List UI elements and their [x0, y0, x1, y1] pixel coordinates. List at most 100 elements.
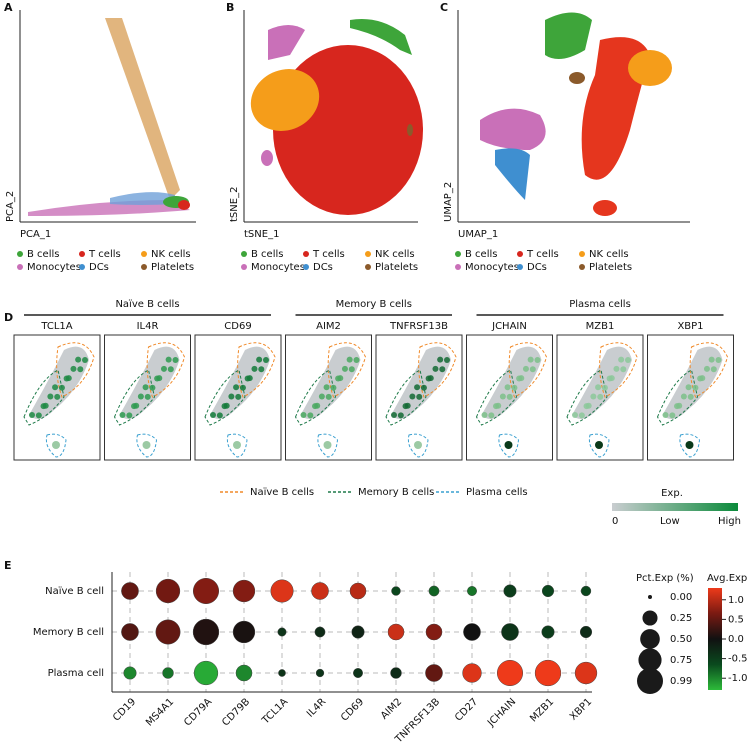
- legend-label: B cells: [251, 249, 283, 260]
- naive-outline: [508, 342, 548, 398]
- cell-dot: [606, 375, 613, 382]
- cell-dot: [595, 384, 602, 391]
- cell-dot: [82, 357, 88, 363]
- cell-cloud: [210, 346, 270, 419]
- feature-box: [104, 334, 191, 461]
- dot: [232, 579, 256, 603]
- x-axis-label: tSNE_1: [244, 229, 279, 240]
- size-label: 0.75: [670, 655, 692, 666]
- legend-label: B cells: [465, 249, 497, 260]
- cell-dot: [335, 375, 342, 382]
- cell-dot: [522, 365, 529, 372]
- plasma-outline: [588, 433, 610, 458]
- cell-dot: [216, 412, 223, 419]
- cell-dot: [590, 393, 597, 400]
- panel-label: B: [226, 1, 234, 14]
- x-tick-label: CD19: [111, 696, 138, 723]
- dot: [232, 620, 256, 644]
- cell-dot: [572, 412, 578, 418]
- cell-dot: [708, 356, 715, 363]
- exp-label: High: [718, 516, 741, 527]
- memory-outline: [385, 369, 427, 426]
- dot: [123, 666, 137, 680]
- dot: [580, 585, 592, 597]
- dot: [162, 667, 174, 679]
- cell-dot: [35, 412, 42, 419]
- color-tick-label: -1.0: [728, 673, 748, 684]
- cell-dot: [258, 366, 265, 373]
- cell-dot: [481, 412, 488, 418]
- legend-label: T cells: [312, 249, 345, 260]
- legend-label: Monocytes: [27, 262, 81, 273]
- cell-dot: [77, 366, 84, 373]
- cell-dot: [142, 384, 149, 391]
- x-tick-label: TCL1A: [260, 696, 291, 727]
- cell-dot: [493, 403, 500, 410]
- legend-marker: [517, 251, 523, 257]
- cell-dot: [346, 356, 353, 363]
- color-tick-label: -0.5: [728, 654, 748, 665]
- size-label: 0.99: [670, 676, 692, 687]
- cell-dot: [504, 384, 511, 391]
- cell-dot: [47, 393, 54, 400]
- cell-dot: [506, 393, 513, 400]
- memory-outline: [204, 369, 246, 426]
- cell-dot: [29, 412, 35, 418]
- feature-box: [194, 334, 282, 461]
- cell-dot: [233, 384, 240, 391]
- cell-dot: [439, 366, 446, 373]
- exp-label: 0: [612, 516, 618, 527]
- panel-label: A: [4, 1, 13, 14]
- cell-dot: [416, 393, 423, 400]
- dot: [311, 582, 329, 600]
- legend-marker: [141, 251, 147, 257]
- naive-outline: [56, 342, 95, 398]
- cell-dot: [425, 375, 432, 382]
- size-key: [638, 648, 662, 672]
- cell-dot: [534, 357, 541, 363]
- color-tick-label: 0.5: [728, 614, 744, 625]
- feature-box: [13, 334, 101, 461]
- umap-cloud: [480, 12, 672, 216]
- legend-label: NK cells: [375, 249, 415, 260]
- cell-dot: [126, 412, 133, 419]
- cell-dot: [228, 393, 235, 400]
- gene-label: AIM2: [316, 321, 341, 332]
- color-tick-label: 0.0: [728, 634, 744, 645]
- legend-marker: [579, 264, 585, 270]
- gene-label: XBP1: [677, 321, 703, 332]
- cell-dot: [402, 403, 409, 410]
- color-title: Avg.Exp: [707, 573, 747, 584]
- cell-dot: [527, 356, 534, 363]
- tsne-cloud: [250, 19, 423, 215]
- x-tick-label: MS4A1: [144, 696, 176, 728]
- legend-label: DCs: [313, 262, 333, 273]
- x-axis-label: UMAP_1: [458, 229, 498, 240]
- cell-dot: [529, 366, 536, 373]
- legend-marker: [303, 251, 309, 257]
- size-key: [648, 595, 652, 599]
- cell-dot: [685, 441, 694, 449]
- dot: [390, 667, 402, 679]
- dot: [579, 625, 593, 639]
- legend-label: Platelets: [151, 262, 194, 273]
- cell-dot: [409, 393, 416, 400]
- cell-dot: [613, 365, 620, 372]
- gene-label: IL4R: [137, 321, 159, 332]
- x-tick-label: IL4R: [305, 696, 328, 719]
- cell-dot: [256, 356, 263, 363]
- legend-label: Platelets: [589, 262, 632, 273]
- pca-cloud: [28, 18, 190, 216]
- cell-dot: [149, 384, 156, 391]
- x-tick-label: CD27: [453, 696, 480, 723]
- dot: [462, 663, 482, 683]
- legend-label: B cells: [27, 249, 59, 260]
- dot: [428, 585, 440, 597]
- cell-dot: [160, 365, 167, 372]
- cell-dot: [620, 366, 627, 373]
- legend-label: DCs: [89, 262, 109, 273]
- dot: [270, 579, 294, 603]
- cell-dot: [601, 384, 608, 391]
- cell-dot: [263, 357, 269, 363]
